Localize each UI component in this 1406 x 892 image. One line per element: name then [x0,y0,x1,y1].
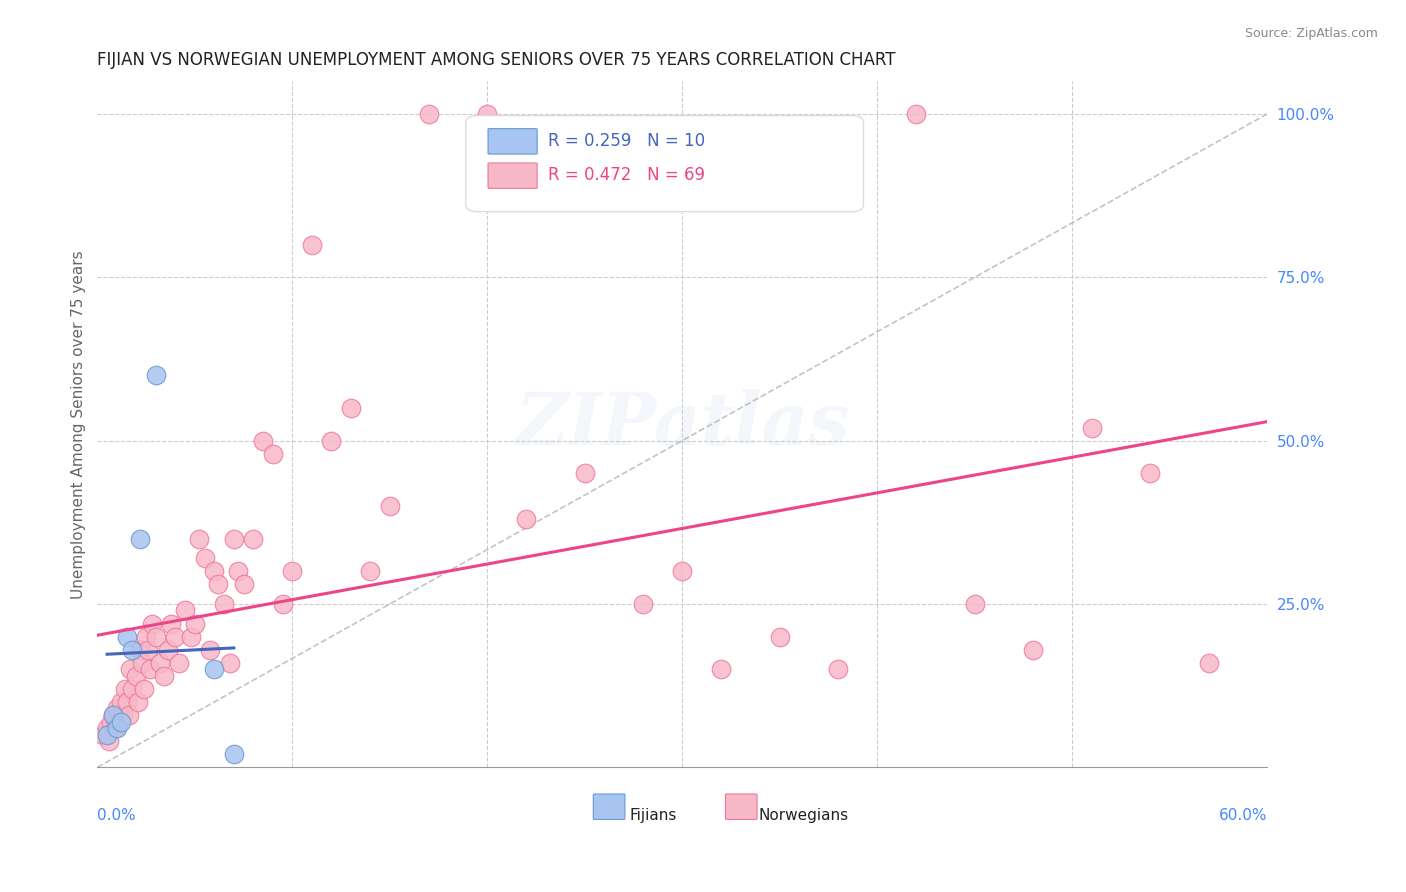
Text: R = 0.259   N = 10: R = 0.259 N = 10 [548,132,704,150]
Point [149,656,172,670]
Point [136,642,159,657]
Point [281,564,304,578]
Point [91,728,114,742]
Point [187,532,209,546]
Point [156,642,179,657]
Text: FIJIAN VS NORWEGIAN UNEMPLOYMENT AMONG SENIORS OVER 75 YEARS CORRELATION CHART: FIJIAN VS NORWEGIAN UNEMPLOYMENT AMONG S… [97,51,896,69]
Point [167,656,190,670]
Point [1139,467,1161,481]
Point [200,642,222,657]
Point [125,669,148,683]
Point [769,630,792,644]
Point [232,577,254,591]
Point [905,107,928,121]
Point [120,662,142,676]
Point [114,681,136,696]
Point [477,107,499,121]
Point [96,728,118,742]
Point [339,401,361,415]
Point [359,564,381,578]
Point [827,662,849,676]
Point [631,597,654,611]
Point [207,577,229,591]
Point [301,237,323,252]
Point [710,662,733,676]
Point [222,747,245,762]
Point [152,669,174,683]
Point [202,564,225,578]
Text: R = 0.472   N = 69: R = 0.472 N = 69 [548,166,704,185]
Point [671,564,693,578]
Point [418,107,440,121]
Point [134,681,156,696]
Point [105,701,128,715]
Point [271,597,294,611]
Point [222,532,245,546]
Point [107,714,129,729]
Point [262,447,284,461]
Point [165,630,187,644]
Point [252,434,274,448]
FancyBboxPatch shape [725,794,756,820]
Point [96,721,118,735]
Point [139,662,162,676]
Point [129,532,152,546]
Point [193,551,215,566]
FancyBboxPatch shape [488,163,537,188]
FancyBboxPatch shape [465,116,863,211]
Point [145,630,167,644]
Text: Fijians: Fijians [630,808,676,823]
Point [135,630,157,644]
Point [101,708,124,723]
Text: ZIPatlas: ZIPatlas [515,389,849,459]
Point [111,708,134,723]
Text: Source: ZipAtlas.com: Source: ZipAtlas.com [1244,27,1378,40]
Point [574,467,596,481]
Point [104,721,127,735]
Point [963,597,986,611]
Point [115,695,138,709]
Point [131,656,153,670]
Text: Norwegians: Norwegians [758,808,848,823]
Point [321,434,343,448]
Point [129,642,152,657]
Point [115,630,138,644]
Point [180,630,202,644]
Point [378,499,401,513]
Point [101,708,124,723]
Point [184,616,207,631]
Point [160,616,183,631]
FancyBboxPatch shape [593,794,624,820]
Point [110,695,132,709]
Y-axis label: Unemployment Among Seniors over 75 years: Unemployment Among Seniors over 75 years [72,250,86,599]
Point [212,597,235,611]
Point [202,662,225,676]
Point [121,642,143,657]
Point [242,532,264,546]
Point [174,603,197,617]
Point [515,512,537,526]
Point [100,714,122,729]
Point [1022,642,1045,657]
Text: 0.0%: 0.0% [97,808,136,823]
FancyBboxPatch shape [488,128,537,154]
Point [121,681,143,696]
Point [141,616,163,631]
Point [1198,656,1220,670]
Point [117,708,139,723]
Point [98,734,121,748]
Point [110,714,132,729]
Point [219,656,242,670]
Text: 60.0%: 60.0% [1219,808,1267,823]
Point [105,721,128,735]
Point [226,564,249,578]
Point [1080,420,1102,434]
Point [145,368,167,383]
Point [127,695,149,709]
